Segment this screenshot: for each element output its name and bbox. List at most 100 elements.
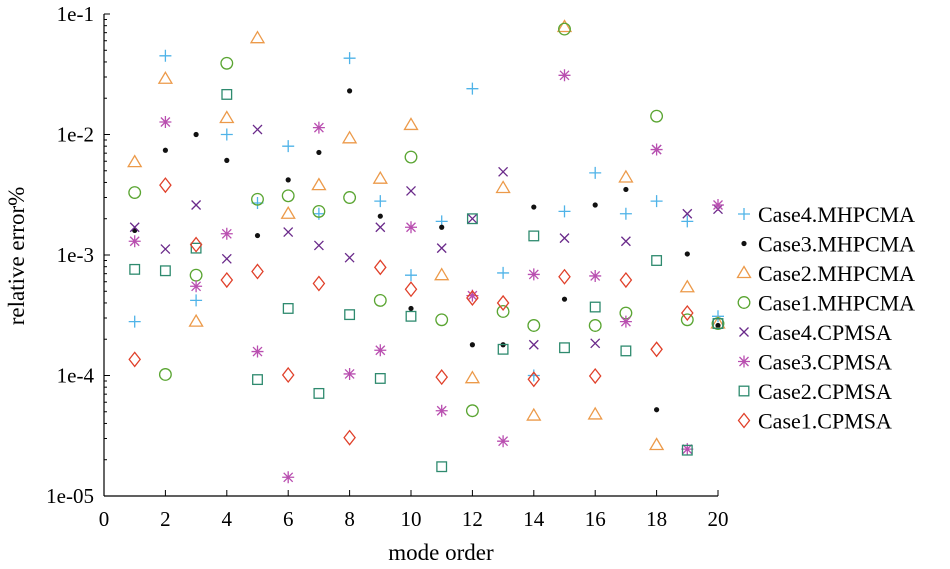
data-point bbox=[436, 461, 448, 473]
x-tick-label: 0 bbox=[99, 507, 110, 531]
data-point bbox=[712, 318, 724, 329]
data-point bbox=[588, 319, 602, 332]
data-point bbox=[495, 180, 511, 194]
data-point bbox=[254, 232, 261, 239]
data-point bbox=[620, 345, 632, 357]
data-point bbox=[680, 313, 694, 327]
legend-marker bbox=[736, 265, 752, 279]
x-tick-label: 6 bbox=[283, 507, 294, 531]
legend-label: Case1.MHPCMA bbox=[758, 291, 915, 316]
data-point bbox=[191, 200, 202, 210]
data-point bbox=[280, 205, 296, 219]
data-point bbox=[158, 368, 172, 381]
legend-marker bbox=[738, 208, 750, 220]
data-point bbox=[682, 208, 693, 219]
data-point bbox=[623, 186, 629, 193]
data-point bbox=[435, 369, 449, 386]
data-point bbox=[619, 315, 632, 328]
data-point bbox=[650, 195, 663, 208]
data-point bbox=[190, 294, 203, 307]
axes: 0 2 4 6 8 10 12 14 16 18 20 1e-05 1e-4 1e-3 1e-2 1e-1 bbox=[46, 2, 728, 531]
data-point bbox=[466, 82, 479, 95]
data-point bbox=[526, 407, 542, 421]
data-point bbox=[311, 177, 327, 191]
y-tick-label: 1e-2 bbox=[57, 123, 94, 147]
data-point bbox=[344, 309, 356, 321]
data-point bbox=[650, 341, 663, 358]
data-point bbox=[189, 268, 203, 282]
data-point bbox=[592, 202, 598, 208]
x-tick-label: 4 bbox=[222, 507, 233, 531]
data-point bbox=[282, 471, 295, 484]
x-tick-label: 14 bbox=[523, 507, 545, 531]
data-point bbox=[496, 294, 510, 312]
data-point bbox=[193, 131, 199, 138]
legend-marker bbox=[741, 240, 747, 247]
data-point bbox=[681, 443, 694, 456]
data-point bbox=[405, 269, 417, 282]
series-1 bbox=[132, 88, 721, 413]
data-point bbox=[589, 166, 602, 179]
data-point bbox=[374, 195, 387, 208]
data-point bbox=[160, 244, 171, 255]
data-point bbox=[281, 366, 295, 384]
data-point bbox=[313, 387, 325, 399]
data-point bbox=[190, 242, 202, 254]
data-point bbox=[189, 236, 203, 253]
legend-item: Case1.CPMSA bbox=[737, 409, 892, 434]
legend-label: Case2.MHPCMA bbox=[758, 261, 915, 286]
data-point bbox=[650, 109, 664, 123]
legend-marker bbox=[739, 327, 749, 337]
data-point bbox=[312, 204, 326, 218]
data-point bbox=[343, 52, 356, 65]
legend-label: Case3.CPMSA bbox=[758, 350, 892, 375]
data-point bbox=[312, 207, 325, 220]
data-point bbox=[162, 147, 168, 153]
data-point bbox=[403, 117, 419, 131]
data-point bbox=[343, 429, 356, 446]
series-6 bbox=[129, 88, 724, 473]
data-point bbox=[157, 71, 174, 84]
data-point bbox=[559, 233, 570, 244]
data-point bbox=[373, 293, 387, 307]
data-point bbox=[684, 251, 690, 257]
data-point bbox=[464, 370, 481, 384]
legend-item: Case2.CPMSA bbox=[738, 379, 892, 404]
data-point bbox=[343, 367, 356, 380]
data-point bbox=[466, 213, 478, 225]
series-3 bbox=[128, 22, 725, 418]
data-point bbox=[531, 204, 537, 210]
data-point bbox=[648, 437, 665, 451]
data-point bbox=[343, 191, 357, 204]
y-tick-label: 1e-05 bbox=[46, 484, 94, 508]
legend-item: Case3.CPMSA bbox=[738, 350, 892, 375]
data-point bbox=[220, 128, 233, 141]
data-point bbox=[527, 319, 541, 332]
data-point bbox=[224, 157, 230, 163]
data-point bbox=[681, 444, 693, 456]
data-point bbox=[439, 224, 445, 230]
data-point bbox=[283, 227, 294, 238]
data-point bbox=[252, 374, 263, 386]
data-point bbox=[558, 205, 571, 218]
data-point bbox=[654, 407, 660, 413]
data-point bbox=[436, 243, 447, 254]
x-tick-label: 20 bbox=[708, 507, 729, 531]
data-point bbox=[221, 88, 233, 100]
data-point bbox=[128, 351, 142, 368]
data-point bbox=[373, 259, 387, 276]
y-axis-title: relative error% bbox=[4, 187, 29, 326]
legend-label: Case2.CPMSA bbox=[758, 379, 892, 404]
data-point bbox=[589, 269, 602, 282]
data-point bbox=[404, 281, 418, 298]
x-tick-label: 12 bbox=[462, 507, 483, 531]
series-2 bbox=[127, 19, 726, 451]
data-point bbox=[312, 121, 325, 134]
data-point bbox=[681, 215, 694, 228]
data-point bbox=[528, 339, 539, 350]
legend-item: Case4.CPMSA bbox=[739, 320, 892, 345]
data-point bbox=[590, 338, 601, 349]
data-point bbox=[711, 317, 725, 330]
data-point bbox=[251, 345, 264, 358]
data-point bbox=[377, 213, 383, 219]
